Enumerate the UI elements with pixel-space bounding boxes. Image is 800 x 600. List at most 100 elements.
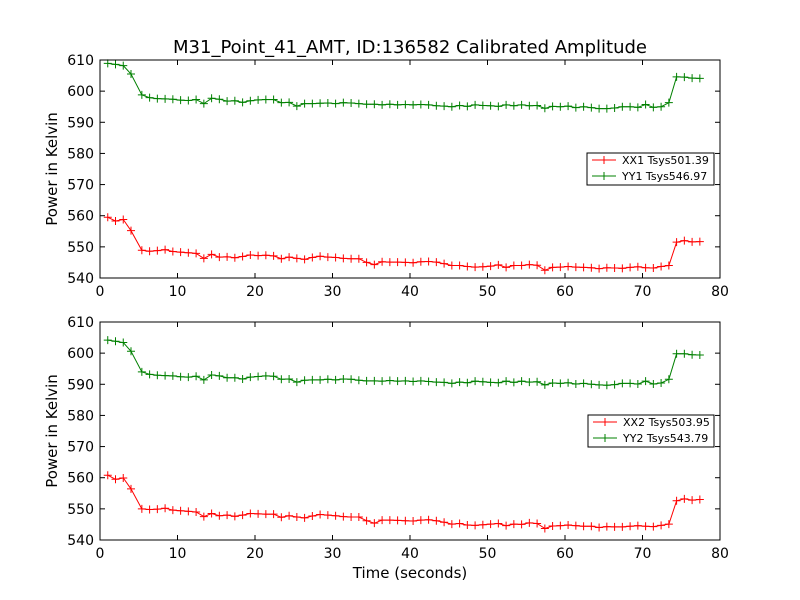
- bottom-series-1-point: [119, 338, 128, 347]
- bottom-series-1-point: [680, 349, 689, 358]
- bottom-x-tick-label: 0: [96, 546, 105, 562]
- bottom-series-0-point: [168, 506, 177, 515]
- top-y-tick-label: 610: [67, 53, 94, 69]
- top-series-0-point: [641, 263, 650, 272]
- bottom-series-0-point: [354, 512, 363, 521]
- bottom-y-tick-label: 570: [67, 440, 94, 456]
- top-series-0-point: [323, 253, 332, 262]
- top-series-1-point: [571, 103, 580, 112]
- bottom-series-1-point: [649, 379, 658, 388]
- top-series-1-point: [401, 100, 410, 109]
- top-series-0-point: [119, 215, 128, 224]
- bottom-series-1-point: [587, 380, 596, 389]
- bottom-series-0-point: [556, 521, 565, 530]
- bottom-series-1-point: [176, 372, 185, 381]
- bottom-y-axis-label: Power in Kelvin: [43, 374, 61, 488]
- bottom-x-tick-label: 30: [324, 546, 342, 562]
- top-x-tick-label: 70: [634, 284, 652, 300]
- bottom-series-0-point: [618, 522, 627, 531]
- bottom-series-0-point: [254, 509, 263, 518]
- top-series-1-point: [168, 95, 177, 104]
- bottom-series-1-point: [657, 379, 666, 388]
- top-series-0-point: [238, 252, 247, 261]
- top-series-1-point: [308, 99, 317, 108]
- bottom-series-0-point: [331, 511, 340, 520]
- bottom-x-tick-label: 70: [634, 546, 652, 562]
- top-series-0-point: [432, 258, 441, 267]
- top-series-1-point: [548, 102, 557, 111]
- top-series-0-point: [215, 253, 224, 262]
- top-plot-area: [103, 59, 704, 275]
- bottom-series-1-point: [385, 376, 394, 385]
- bottom-series-1-point: [618, 379, 627, 388]
- bottom-plot-area: [103, 336, 704, 533]
- top-series-1-point: [207, 94, 216, 103]
- top-series-1-point: [657, 102, 666, 111]
- top-series-1-point: [595, 104, 604, 113]
- bottom-series-1-point: [192, 372, 201, 381]
- top-series-0-point: [254, 251, 263, 260]
- top-x-tick-label: 0: [96, 284, 105, 300]
- top-series-1-point: [502, 100, 511, 109]
- top-series-0-point: [657, 262, 666, 271]
- bottom-series-0-point: [463, 521, 472, 530]
- top-y-tick-label: 570: [67, 178, 94, 194]
- top-series-1-point: [269, 95, 278, 104]
- bottom-series-1-point: [261, 371, 270, 380]
- top-series-0-point: [223, 252, 232, 261]
- top-x-tick-label: 60: [556, 284, 574, 300]
- top-series-1-point: [192, 95, 201, 104]
- bottom-series-0-point: [486, 520, 495, 529]
- top-series-0-point: [664, 261, 673, 270]
- bottom-series-1-point: [502, 377, 511, 386]
- bottom-series-1-point: [308, 375, 317, 384]
- top-series-0-point: [277, 254, 286, 263]
- bottom-ticks: 0 10 20 30 40 50 60 70 80 540 550 560 570 580 590 600 61…: [67, 315, 729, 562]
- top-series-1-point: [672, 72, 681, 81]
- bottom-y-tick-label: 600: [67, 346, 94, 362]
- top-series-1-point: [362, 100, 371, 109]
- bottom-series-1-point: [579, 379, 588, 388]
- top-x-tick-label: 80: [711, 284, 729, 300]
- bottom-series-1-point: [471, 377, 480, 386]
- bottom-series-0-point: [238, 511, 247, 520]
- top-series-1-point: [618, 102, 627, 111]
- bottom-x-tick-label: 60: [556, 546, 574, 562]
- bottom-y-tick-label: 610: [67, 315, 94, 331]
- bottom-series-0-point: [362, 516, 371, 525]
- top-series-1-point: [471, 100, 480, 109]
- bottom-series-1-point: [455, 378, 464, 387]
- bottom-series-1-point: [378, 377, 387, 386]
- top-series-0-point: [111, 217, 120, 226]
- bottom-x-tick-label: 20: [246, 546, 264, 562]
- bottom-series-1-point: [672, 349, 681, 358]
- top-series-1-point: [292, 102, 301, 111]
- top-legend-label-xx1: XX1 Tsys501.39: [622, 154, 709, 167]
- bottom-series-1-point: [463, 378, 472, 387]
- top-series-0-point: [695, 237, 704, 246]
- bottom-series-1-point: [153, 371, 162, 380]
- top-series-0-point: [440, 259, 449, 268]
- bottom-series-1-point: [207, 370, 216, 379]
- bottom-series-0-point: [664, 520, 673, 529]
- top-series-1-point: [184, 96, 193, 105]
- top-series-0-point: [269, 251, 278, 260]
- top-series-1-point: [533, 101, 542, 110]
- top-series-1-point: [370, 100, 379, 109]
- top-series-0-point: [308, 253, 317, 262]
- bottom-series-0-point: [378, 516, 387, 525]
- bottom-series-1-point: [409, 377, 418, 386]
- top-series-1-point: [610, 103, 619, 112]
- top-series-0-point: [378, 257, 387, 266]
- top-series-0-point: [610, 264, 619, 273]
- top-series-0-point: [362, 258, 371, 267]
- bottom-series-1-point: [416, 376, 425, 385]
- bottom-series-0-point: [153, 505, 162, 514]
- top-series-0-point: [285, 253, 294, 262]
- bottom-series-0-point: [680, 494, 689, 503]
- bottom-series-0-point: [192, 507, 201, 516]
- bottom-series-0-point: [641, 522, 650, 531]
- bottom-series-1-point: [168, 371, 177, 380]
- top-series-0-point: [184, 248, 193, 257]
- top-series-1-point: [393, 100, 402, 109]
